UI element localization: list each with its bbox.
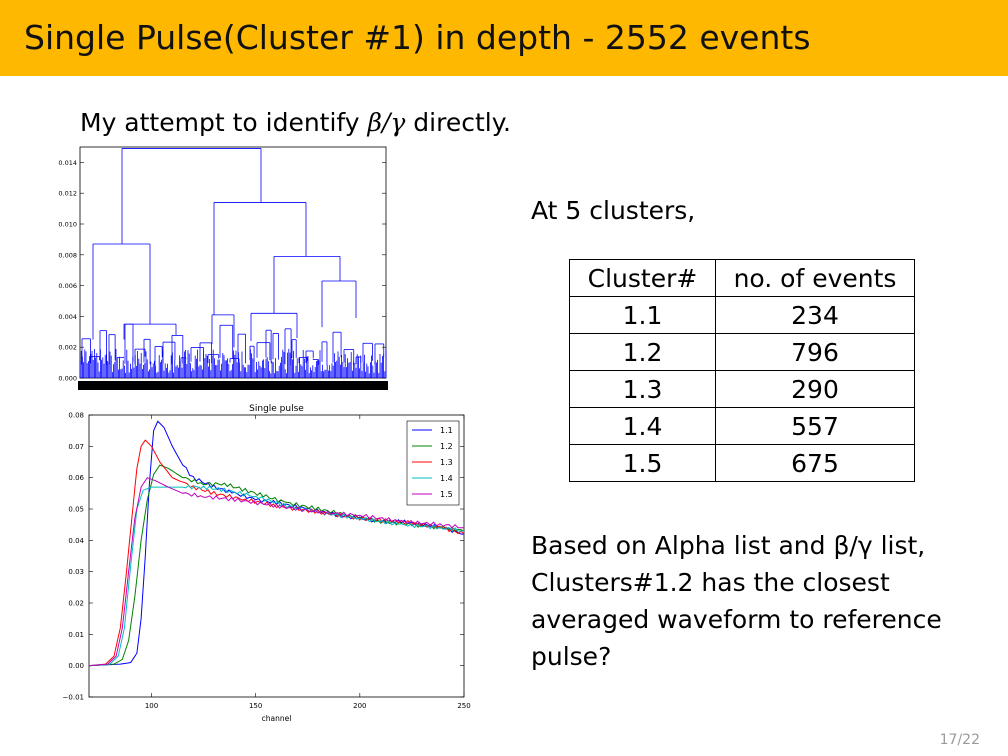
line-chart-xtick-label: 100 — [145, 702, 158, 710]
pulse-line-chart: Single pulse −0.01 0.00 0.01 0.02 0.03 0.04 0.0… — [63, 404, 471, 723]
series-line-1.2 — [88, 464, 465, 667]
line-chart-ytick-label: 0.02 — [68, 600, 84, 608]
dendrogram-ytick-label: 0.012 — [58, 190, 77, 198]
dendrogram-chart: 0.000 0.002 0.004 0.006 0.008 0.010 0.012 0.014 — [58, 146, 388, 390]
line-chart-ytick-label: 0.01 — [68, 631, 84, 639]
line-chart-legend — [406, 420, 460, 506]
table-header-cell: Cluster# — [569, 259, 716, 297]
line-chart-ytick-label: 0.07 — [68, 443, 84, 451]
dendrogram-ytick-label: 0.004 — [58, 313, 77, 321]
dendrogram-ytick-label: 0.014 — [58, 159, 77, 167]
dendrogram-ytick-label: 0.008 — [58, 251, 77, 259]
line-chart-xtick-label: 250 — [457, 702, 470, 710]
table-cell: 796 — [715, 333, 915, 371]
conclusion-text: Based on Alpha list and β/γ list, Cluste… — [531, 527, 971, 675]
series-line-1.5 — [88, 477, 464, 667]
table-cell: 290 — [715, 370, 915, 408]
table-row: 1.3 290 — [569, 370, 915, 408]
conclusion-line: Clusters#1.2 has the closest — [531, 568, 890, 597]
slide-header: Single Pulse(Cluster #1) in depth - 2552… — [0, 0, 1008, 76]
table-header-cell: no. of events — [715, 259, 915, 297]
line-chart-ytick-label: 0.08 — [68, 412, 84, 420]
legend-label: 1.1 — [440, 426, 453, 435]
line-chart-ytick-label: 0.03 — [68, 568, 84, 576]
table-row: 1.4 557 — [569, 407, 915, 445]
cluster-table: Cluster# no. of events 1.1 234 1.2 796 1… — [569, 259, 915, 482]
table-cell: 1.3 — [569, 370, 716, 408]
legend-label: 1.5 — [440, 490, 453, 499]
line-chart-xtick-label: 150 — [249, 702, 262, 710]
line-chart-xlabel: channel — [262, 714, 292, 723]
table-row: 1.2 796 — [569, 333, 915, 371]
conclusion-line: Based on Alpha list and β/γ list, — [531, 531, 926, 560]
table-cell: 557 — [715, 407, 915, 445]
legend-label: 1.3 — [440, 458, 453, 467]
intro-symbol: β/γ — [367, 108, 406, 137]
legend-label: 1.2 — [440, 442, 453, 451]
line-chart-title: Single pulse — [249, 404, 304, 414]
dendrogram-ytick-label: 0.010 — [58, 221, 77, 229]
slide-title: Single Pulse(Cluster #1) in depth - 2552… — [24, 18, 811, 57]
line-chart-ytick-label: 0.04 — [68, 537, 84, 545]
line-chart-ytick-label: −0.01 — [63, 694, 84, 702]
series-line-1.4 — [88, 484, 465, 667]
intro-text: My attempt to identify β/γ directly. — [80, 108, 511, 137]
intro-prefix: My attempt to identify — [80, 108, 368, 137]
dendrogram-ytick-label: 0.002 — [58, 344, 77, 352]
conclusion-line: averaged waveform to reference — [531, 605, 942, 634]
line-chart-ytick-label: 0.06 — [68, 474, 84, 482]
line-chart-ytick-label: 0.00 — [68, 662, 84, 670]
dendrogram-ytick-label: 0.006 — [58, 282, 77, 290]
line-chart-ytick-label: 0.05 — [68, 506, 84, 514]
dendrogram-leaf-labels — [78, 381, 388, 390]
intro-suffix: directly. — [405, 108, 511, 137]
table-cell: 1.2 — [569, 333, 716, 371]
legend-label: 1.4 — [440, 474, 453, 483]
table-row: 1.1 234 — [569, 296, 915, 334]
dendrogram-ytick-label: 0.000 — [58, 375, 77, 383]
table-cell: 675 — [715, 444, 915, 482]
line-chart-xtick-label: 200 — [353, 702, 366, 710]
lead-text: At 5 clusters, — [531, 196, 696, 225]
table-cell: 1.5 — [569, 444, 716, 482]
table-header-row: Cluster# no. of events — [569, 259, 915, 297]
page-number: 17/22 — [939, 732, 980, 748]
table-cell: 1.4 — [569, 407, 716, 445]
table-cell: 234 — [715, 296, 915, 334]
table-cell: 1.1 — [569, 296, 716, 334]
conclusion-line: pulse? — [531, 642, 612, 671]
table-row: 1.5 675 — [569, 444, 915, 482]
